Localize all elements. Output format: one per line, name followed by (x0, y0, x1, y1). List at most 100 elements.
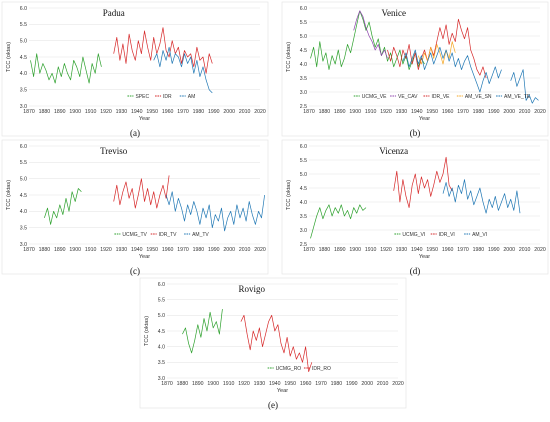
x-tick-label: 1960 (442, 247, 454, 253)
x-tick-label: 2010 (519, 247, 531, 253)
y-tick-label: 4.5 (20, 55, 27, 61)
y-tick-label: 5.0 (20, 176, 27, 182)
y-tick-label: 4.5 (20, 193, 27, 199)
series-line (393, 156, 453, 208)
y-tick-label: 2.5 (300, 104, 307, 110)
x-tick-label: 1990 (346, 381, 358, 387)
series-idr (113, 27, 213, 74)
x-tick-label: 1970 (457, 247, 469, 253)
panel-frame (1, 1, 269, 137)
series-line (113, 27, 213, 74)
x-tick-label: 1970 (315, 381, 327, 387)
legend-label: IDR_VE (431, 94, 450, 100)
x-tick-label: 2010 (377, 381, 389, 387)
legend-label: SPEC (135, 94, 149, 100)
y-tick-label: 4.0 (300, 62, 307, 68)
legend-label: UCMG_RO (276, 366, 302, 372)
legend-label: IDR (163, 94, 172, 100)
panel-vicenza: 2.5 3.0 3.5 4.0 4.5 5.0 5.5 6.0 1870 1880 1890 1900… (281, 139, 549, 276)
x-tick-label: 1870 (303, 109, 315, 115)
x-tick-label: 1910 (365, 109, 377, 115)
y-axis-label: TCC (oktas) (286, 180, 292, 210)
series-line (310, 204, 367, 239)
x-tick-label: 1930 (254, 381, 266, 387)
legend-label: AM_TV (192, 232, 209, 238)
x-axis-label: Year (419, 116, 430, 122)
legend-label: UCMG_VI (402, 232, 425, 238)
y-tick-label: 6.0 (20, 144, 27, 150)
y-tick-label: 5.5 (20, 160, 27, 166)
panel-frame (139, 277, 407, 409)
series-line (182, 309, 223, 354)
x-tick-label: 1920 (238, 381, 250, 387)
series-am (153, 46, 213, 94)
series-line (510, 69, 539, 104)
x-tick-label: 2010 (519, 109, 531, 115)
x-tick-label: 1880 (39, 247, 51, 253)
x-tick-label: 1940 (269, 381, 281, 387)
y-tick-label: 3.5 (300, 214, 307, 220)
y-tick-label: 3.5 (300, 76, 307, 82)
x-tick-label: 1900 (207, 381, 219, 387)
x-tick-label: 1870 (23, 247, 35, 253)
legend: UCMG_RO IDR_RO (267, 366, 331, 372)
y-tick-label: 5.0 (300, 172, 307, 178)
series-line (165, 191, 265, 232)
x-tick-label: 1880 (177, 381, 189, 387)
x-tick-label: 2010 (239, 247, 251, 253)
series-line (30, 53, 102, 84)
x-tick-label: 1970 (177, 247, 189, 253)
y-tick-label: 6.0 (158, 282, 165, 288)
y-tick-label: 3.5 (20, 225, 27, 231)
series-ve-cav (353, 10, 388, 59)
panel-rovigo: 3.0 3.5 4.0 4.5 5.0 5.5 6.0 1870 1880 1890 1900 191… (139, 277, 407, 410)
series-line (353, 10, 388, 59)
y-tick-label: 4.5 (300, 48, 307, 54)
x-tick-label: 1970 (457, 109, 469, 115)
y-tick-label: 3.0 (20, 242, 27, 248)
x-tick-label: 1920 (380, 109, 392, 115)
x-tick-label: 1940 (411, 247, 423, 253)
x-tick-label: 1900 (69, 247, 81, 253)
x-tick-label: 2000 (503, 247, 515, 253)
y-tick-label: 2.5 (300, 242, 307, 248)
y-tick-label: 3.5 (158, 360, 165, 366)
x-tick-label: 1960 (162, 247, 174, 253)
panel-venice: 2.5 3.0 3.5 4.0 4.5 5.0 5.5 6.0 1870 1880 1890 1900… (281, 1, 549, 138)
series-idr-vi (393, 156, 453, 208)
x-tick-label: 1920 (380, 247, 392, 253)
x-tick-label: 2000 (223, 109, 235, 115)
series-idr-ve (387, 18, 487, 79)
x-tick-label: 1990 (488, 109, 500, 115)
series-ucmg-vi (310, 204, 367, 239)
series-spec (30, 53, 102, 84)
panel-padua: 3.0 3.5 4.0 4.5 5.0 5.5 6.0 1870 1880 1890 1900 191… (1, 1, 269, 138)
series-am-ve-te (402, 46, 539, 104)
x-tick-label: 1950 (146, 109, 158, 115)
series-line (113, 175, 170, 209)
legend-label: VE_CAV (398, 94, 418, 100)
x-tick-label: 1980 (193, 247, 205, 253)
legend-label: AM_VI (472, 232, 487, 238)
x-tick-label: 1930 (116, 247, 128, 253)
x-tick-label: 1980 (473, 247, 485, 253)
y-tick-label: 3.0 (20, 104, 27, 110)
y-tick-label: 4.0 (20, 209, 27, 215)
panel-treviso: 3.0 3.5 4.0 4.5 5.0 5.5 6.0 1870 1880 1890 1900 191… (1, 139, 269, 276)
x-tick-label: 1940 (411, 109, 423, 115)
x-tick-label: 1880 (39, 109, 51, 115)
x-tick-label: 1870 (161, 381, 173, 387)
legend-label: IDR_TV (159, 232, 177, 238)
x-tick-label: 1870 (303, 247, 315, 253)
x-axis-label: Year (139, 254, 150, 260)
x-tick-label: 2000 (361, 381, 373, 387)
chart-title: Venice (381, 8, 406, 18)
x-tick-label: 1910 (223, 381, 235, 387)
x-tick-label: 1930 (396, 109, 408, 115)
chart-title: Treviso (100, 146, 128, 156)
x-tick-label: 1960 (300, 381, 312, 387)
x-tick-label: 1940 (131, 247, 143, 253)
series-ucmg-tv (44, 188, 82, 225)
legend: UCMG_VI IDR_VI AM_VI (394, 232, 487, 238)
